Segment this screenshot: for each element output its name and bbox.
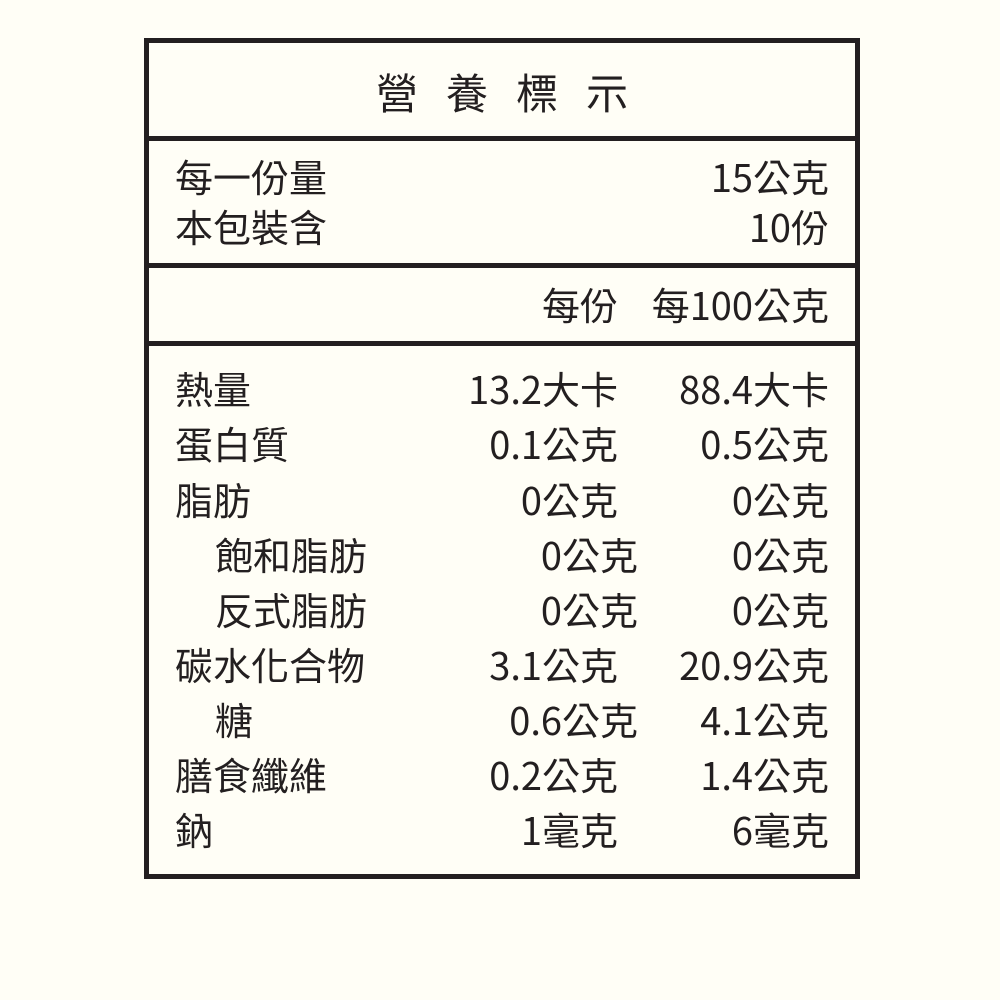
nutrient-per-serving: 3.1公克 xyxy=(407,636,618,691)
nutrient-per-100g: 0公克 xyxy=(638,526,829,581)
nutrient-per-100g: 0公克 xyxy=(618,471,829,526)
nutrient-per-serving: 0.6公克 xyxy=(447,691,638,746)
nutrient-label: 膳食纖維 xyxy=(175,746,407,801)
column-header-section: 每份 每100公克 xyxy=(149,268,855,346)
nutrient-row: 蛋白質0.1公克0.5公克 xyxy=(175,415,829,470)
nutrient-label: 碳水化合物 xyxy=(175,636,407,691)
nutrient-label: 蛋白質 xyxy=(175,415,407,470)
nutrient-per-serving: 1毫克 xyxy=(407,801,618,856)
nutrient-row: 鈉1毫克6毫克 xyxy=(175,801,829,856)
nutrient-per-serving: 0.2公克 xyxy=(407,746,618,801)
panel-title: 營養標示 xyxy=(149,43,855,141)
nutrient-per-100g: 4.1公克 xyxy=(638,691,829,746)
servings-per-container-value: 10份 xyxy=(749,201,829,251)
nutrient-per-serving: 0.1公克 xyxy=(407,415,618,470)
nutrient-per-serving: 0公克 xyxy=(407,471,618,526)
column-header-per-100g: 每100公克 xyxy=(618,276,829,331)
servings-per-container-label: 本包裝含 xyxy=(175,201,327,251)
serving-size-value: 15公克 xyxy=(711,151,829,201)
nutrient-row: 反式脂肪0公克0公克 xyxy=(175,581,829,636)
servings-per-container-row: 本包裝含 10份 xyxy=(175,201,829,251)
nutrient-per-100g: 0.5公克 xyxy=(618,415,829,470)
nutrient-label: 熱量 xyxy=(175,360,407,415)
serving-size-label: 每一份量 xyxy=(175,151,327,201)
nutrients-section: 熱量13.2大卡88.4大卡蛋白質0.1公克0.5公克脂肪0公克0公克飽和脂肪0… xyxy=(149,346,855,874)
nutrition-facts-panel: 營養標示 每一份量 15公克 本包裝含 10份 每份 每100公克 熱量13.2… xyxy=(144,38,860,879)
column-header-spacer xyxy=(175,276,407,331)
nutrient-per-serving: 0公克 xyxy=(447,526,638,581)
nutrient-per-100g: 20.9公克 xyxy=(618,636,829,691)
nutrient-per-100g: 1.4公克 xyxy=(618,746,829,801)
nutrient-row: 熱量13.2大卡88.4大卡 xyxy=(175,360,829,415)
nutrient-per-serving: 0公克 xyxy=(447,581,638,636)
nutrient-label: 糖 xyxy=(175,691,447,746)
nutrient-label: 脂肪 xyxy=(175,471,407,526)
nutrient-per-100g: 0公克 xyxy=(638,581,829,636)
nutrient-label: 鈉 xyxy=(175,801,407,856)
nutrient-per-serving: 13.2大卡 xyxy=(407,360,618,415)
serving-section: 每一份量 15公克 本包裝含 10份 xyxy=(149,141,855,268)
nutrient-row: 碳水化合物3.1公克20.9公克 xyxy=(175,636,829,691)
nutrient-per-100g: 6毫克 xyxy=(618,801,829,856)
nutrient-row: 膳食纖維0.2公克1.4公克 xyxy=(175,746,829,801)
column-header-per-serving: 每份 xyxy=(407,276,618,331)
nutrient-row: 飽和脂肪0公克0公克 xyxy=(175,526,829,581)
nutrient-label: 飽和脂肪 xyxy=(175,526,447,581)
nutrient-per-100g: 88.4大卡 xyxy=(618,360,829,415)
nutrient-row: 脂肪0公克0公克 xyxy=(175,471,829,526)
nutrient-label: 反式脂肪 xyxy=(175,581,447,636)
nutrient-row: 糖0.6公克4.1公克 xyxy=(175,691,829,746)
serving-size-row: 每一份量 15公克 xyxy=(175,151,829,201)
